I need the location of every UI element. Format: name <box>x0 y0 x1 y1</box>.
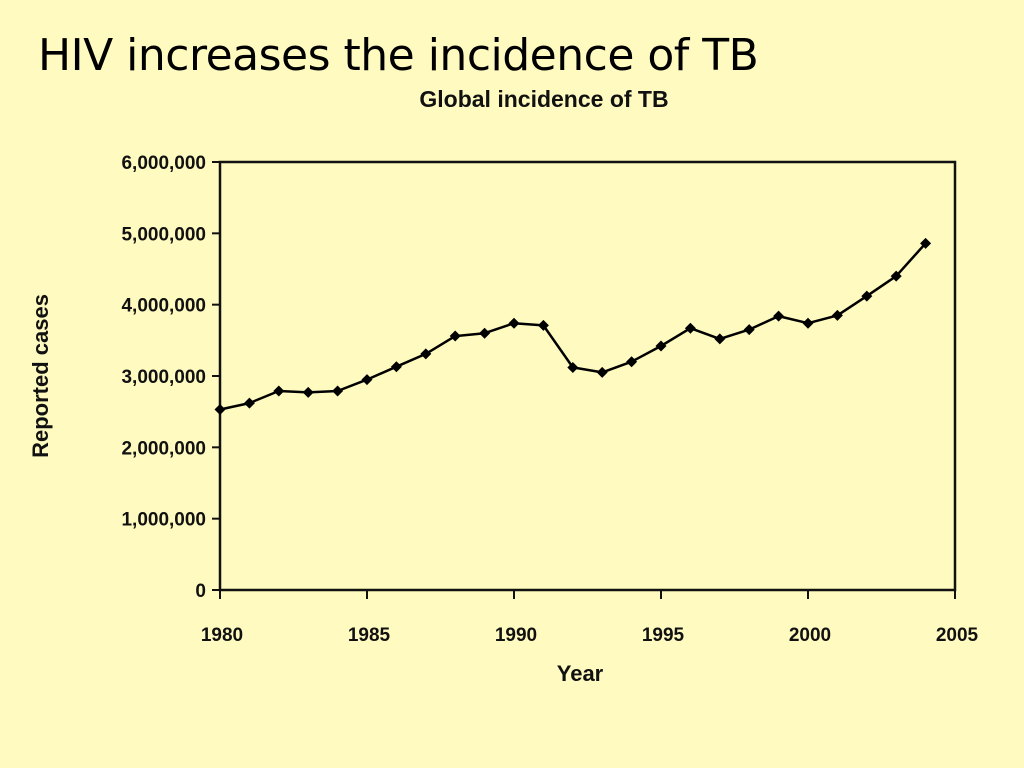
data-point-marker <box>743 324 755 336</box>
data-point-marker <box>214 404 226 416</box>
x-tick-label: 1980 <box>201 625 243 646</box>
y-tick-label: 0 <box>195 581 206 602</box>
data-point-marker <box>479 327 491 339</box>
chart-title: Global incidence of TB <box>419 86 669 112</box>
data-point-marker <box>626 356 638 368</box>
data-point-marker <box>831 309 843 321</box>
x-axis-label: Year <box>557 661 604 686</box>
data-point-marker <box>390 361 402 373</box>
y-tick-label: 2,000,000 <box>121 438 206 459</box>
series-line <box>219 242 927 411</box>
slide-title: HIV increases the incidence of TB <box>38 30 759 81</box>
data-point-marker <box>243 397 255 409</box>
y-tick-label: 5,000,000 <box>121 224 206 245</box>
data-point-marker <box>449 330 461 342</box>
y-tick-label: 1,000,000 <box>121 510 206 531</box>
x-axis-ticks: 1980 1985 1990 1995 2000 2005 <box>201 590 979 646</box>
data-point-marker <box>802 317 814 329</box>
data-point-marker <box>773 310 785 322</box>
series-markers <box>214 237 932 416</box>
data-point-marker <box>596 366 608 378</box>
y-axis-ticks: 0 1,000,000 2,000,000 3,000,000 4,000,000 5,0… <box>121 153 220 602</box>
x-tick-label: 2005 <box>936 625 979 646</box>
data-point-marker <box>302 386 314 398</box>
data-point-marker <box>537 319 549 331</box>
data-point-marker <box>655 340 667 352</box>
data-point-marker <box>684 322 696 334</box>
data-point-marker <box>361 374 373 386</box>
y-tick-label: 6,000,000 <box>121 153 206 174</box>
plot-area-frame <box>218 160 957 592</box>
y-tick-label: 3,000,000 <box>121 367 206 388</box>
data-point-marker <box>714 333 726 345</box>
data-point-marker <box>890 270 902 282</box>
data-point-marker <box>920 237 932 249</box>
x-tick-label: 2000 <box>789 625 831 646</box>
data-point-marker <box>508 317 520 329</box>
x-tick-label: 1995 <box>642 625 685 646</box>
data-point-marker <box>861 290 873 302</box>
y-tick-label: 4,000,000 <box>121 296 206 317</box>
data-point-marker <box>332 385 344 397</box>
data-point-marker <box>567 361 579 373</box>
x-tick-label: 1990 <box>495 625 537 646</box>
data-point-marker <box>273 385 285 397</box>
y-axis-label: Reported cases <box>28 294 53 458</box>
x-tick-label: 1985 <box>348 625 391 646</box>
data-point-marker <box>420 348 432 360</box>
